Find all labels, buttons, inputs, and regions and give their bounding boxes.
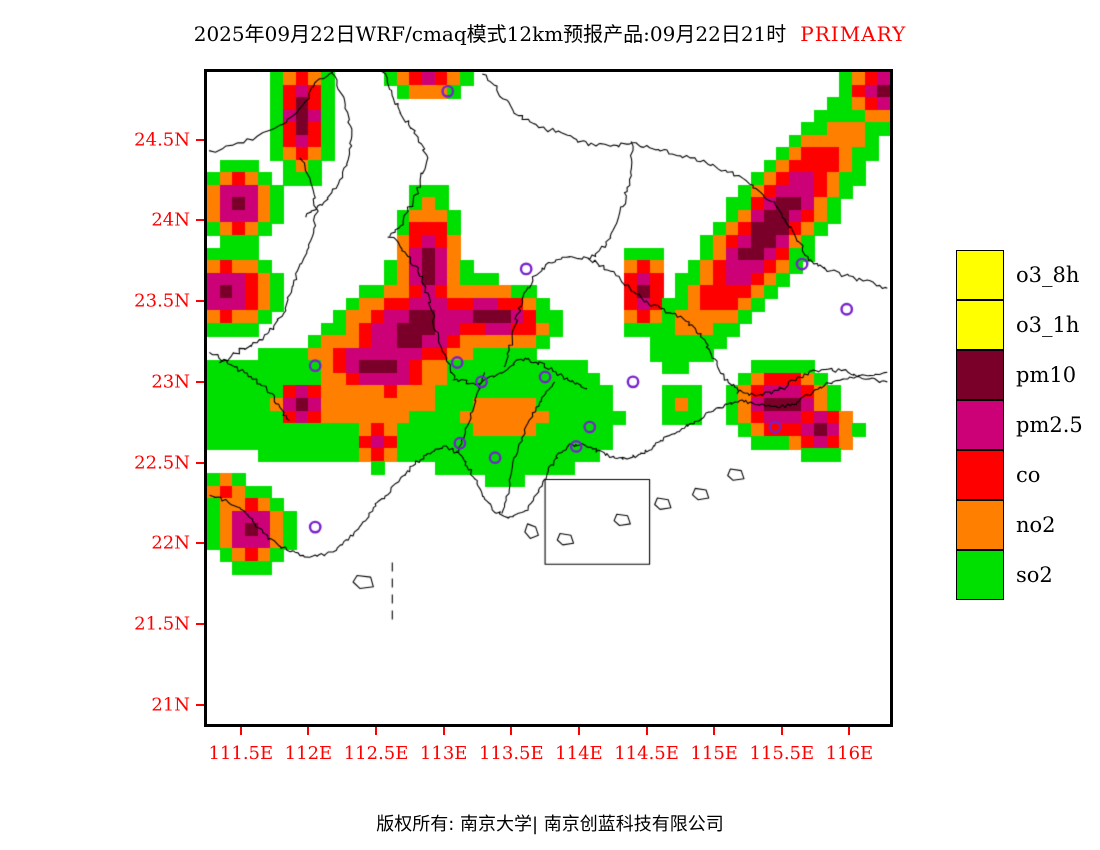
legend-item-label: pm10: [1016, 362, 1077, 387]
x-axis-tick-label: 112.5E: [343, 743, 409, 764]
legend-row[interactable]: pm2.5: [956, 400, 1083, 450]
legend-row[interactable]: o3_1h: [956, 300, 1083, 350]
x-axis-tick-mark: [645, 727, 648, 735]
legend-item-label: o3_1h: [1016, 312, 1080, 337]
x-axis-tick-label: 113.5E: [478, 743, 544, 764]
y-axis-tick-mark: [196, 703, 204, 706]
x-axis-tick-mark: [442, 727, 445, 735]
x-axis-tick-label: 115.5E: [749, 743, 815, 764]
y-axis-tick-label: 24N: [151, 209, 190, 231]
y-axis-tick-mark: [196, 138, 204, 141]
x-axis-tick-label: 115E: [690, 743, 738, 764]
copyright-footer: 版权所有: 南京大学| 南京创蓝科技有限公司: [376, 814, 724, 835]
title-main-text: 2025年09月22日WRF/cmaq模式12km预报产品:09月22日21时: [193, 22, 787, 46]
y-axis-tick-mark: [196, 380, 204, 383]
legend-item-label: so2: [1016, 562, 1053, 587]
x-axis-tick-mark: [713, 727, 716, 735]
x-axis-tick-mark: [848, 727, 851, 735]
y-axis-tick-label: 22N: [151, 532, 190, 554]
legend-color-swatch: [956, 400, 1004, 450]
legend-row[interactable]: o3_8h: [956, 250, 1083, 300]
legend-color-swatch: [956, 250, 1004, 300]
monitoring-station-markers: [207, 72, 890, 724]
x-axis-tick-label: 114E: [555, 743, 603, 764]
legend-row[interactable]: so2: [956, 550, 1083, 600]
y-axis-tick-mark: [196, 542, 204, 545]
legend-item-label: o3_8h: [1016, 262, 1080, 287]
x-axis-tick-mark: [307, 727, 310, 735]
y-axis-tick-label: 21N: [151, 694, 190, 716]
x-axis-tick-label: 111.5E: [208, 743, 274, 764]
legend-color-swatch: [956, 450, 1004, 500]
legend-item-label: pm2.5: [1016, 412, 1083, 437]
legend-item-label: no2: [1016, 512, 1056, 537]
legend-color-swatch: [956, 300, 1004, 350]
x-axis-tick-label: 116E: [825, 743, 874, 764]
legend-color-swatch: [956, 550, 1004, 600]
x-axis-tick-label: 112E: [284, 743, 333, 764]
x-axis-tick-mark: [375, 727, 378, 735]
title-primary-tag: PRIMARY: [800, 22, 907, 46]
legend-row[interactable]: no2: [956, 500, 1083, 550]
chart-title: 2025年09月22日WRF/cmaq模式12km预报产品:09月22日21时 P…: [0, 18, 1100, 47]
legend-color-swatch: [956, 500, 1004, 550]
pollutant-legend[interactable]: o3_8h o3_1h pm10 pm2.5 co no2 so2: [956, 250, 1083, 600]
y-axis-tick-mark: [196, 461, 204, 464]
y-axis-tick-label: 21.5N: [134, 613, 190, 635]
y-axis-tick-label: 23.5N: [134, 290, 190, 312]
legend-row[interactable]: pm10: [956, 350, 1083, 400]
legend-color-swatch: [956, 350, 1004, 400]
y-axis-tick-mark: [196, 622, 204, 625]
y-axis-tick-label: 22.5N: [134, 452, 190, 474]
x-axis-tick-label: 113E: [419, 743, 468, 764]
y-axis-tick-mark: [196, 219, 204, 222]
x-axis-tick-mark: [510, 727, 513, 735]
x-axis-tick-label: 114.5E: [614, 743, 679, 764]
legend-row[interactable]: co: [956, 450, 1083, 500]
legend-item-label: co: [1016, 462, 1041, 487]
y-axis-tick-label: 24.5N: [134, 129, 190, 151]
y-axis-tick-mark: [196, 300, 204, 303]
x-axis-tick-mark: [780, 727, 783, 735]
x-axis-tick-mark: [577, 727, 580, 735]
map-plot-area[interactable]: [204, 69, 893, 727]
x-axis-tick-mark: [239, 727, 242, 735]
y-axis-tick-label: 23N: [151, 371, 190, 393]
